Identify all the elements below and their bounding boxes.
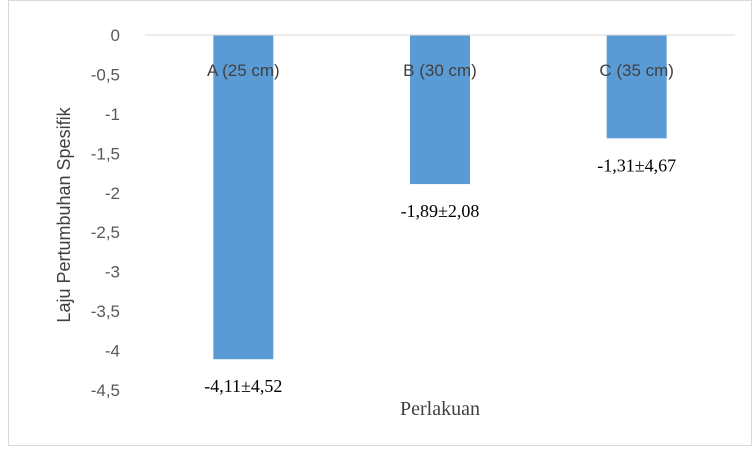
data-label: -1,31±4,67 bbox=[597, 155, 676, 175]
y-tick-label: -3 bbox=[105, 263, 120, 282]
bars bbox=[213, 35, 667, 360]
bar bbox=[606, 35, 667, 139]
data-labels: -4,11±4,52 -1,89±2,08 -1,31±4,67 bbox=[204, 155, 676, 396]
category-label: B (30 cm) bbox=[403, 61, 477, 80]
y-tick-label: 0 bbox=[111, 26, 120, 45]
bar bbox=[410, 35, 470, 185]
data-label: -1,89±2,08 bbox=[401, 201, 480, 221]
y-axis-label: Laju Pertumbuhan Spesifik bbox=[54, 106, 74, 322]
y-tick-label: -0,5 bbox=[91, 65, 120, 84]
y-axis-ticks: 0 -0,5 -1 -1,5 -2 -2,5 -3 -3,5 -4 -4,5 bbox=[91, 26, 120, 400]
y-tick-label: -2,5 bbox=[91, 223, 120, 242]
y-tick-label: -4 bbox=[105, 342, 120, 361]
x-axis-label: Perlakuan bbox=[400, 398, 480, 420]
category-label: A (25 cm) bbox=[207, 61, 280, 80]
y-tick-label: -1,5 bbox=[91, 144, 120, 163]
data-label: -4,11±4,52 bbox=[204, 376, 282, 396]
category-label: C (35 cm) bbox=[599, 61, 674, 80]
y-tick-label: -2 bbox=[105, 184, 120, 203]
y-tick-label: -1 bbox=[105, 105, 120, 124]
category-labels: A (25 cm) B (30 cm) C (35 cm) bbox=[207, 61, 674, 80]
y-tick-label: -3,5 bbox=[91, 302, 120, 321]
bar bbox=[213, 35, 274, 360]
y-tick-label: -4,5 bbox=[91, 381, 120, 400]
